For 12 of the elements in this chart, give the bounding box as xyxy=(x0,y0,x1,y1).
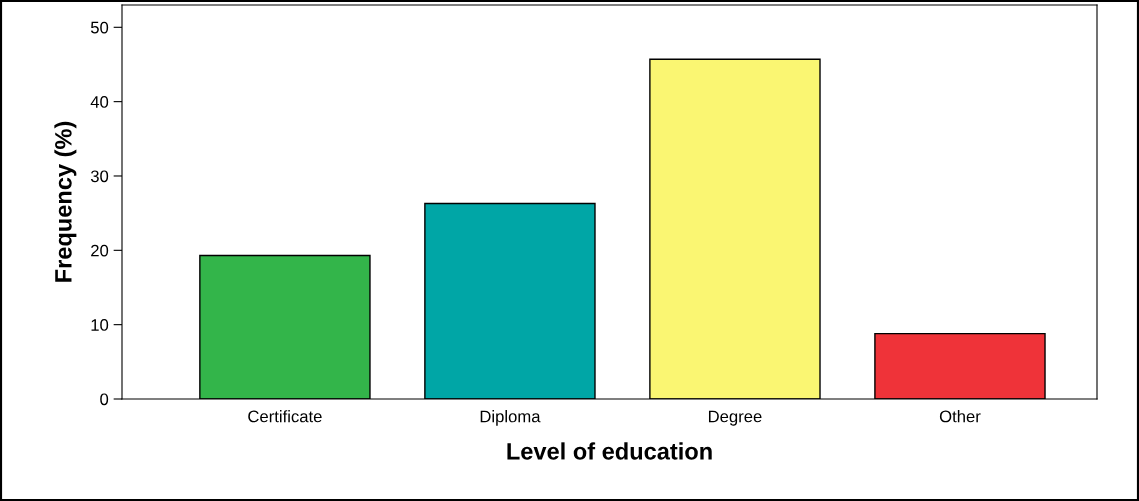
y-tick-label: 50 xyxy=(90,21,109,34)
x-tick-label: Diploma xyxy=(480,410,541,426)
x-axis-title: Level of education xyxy=(507,442,712,460)
x-tick-label: Other xyxy=(939,410,981,423)
y-axis-title: Frequency (%) xyxy=(54,121,77,282)
x-tick-label: Certificate xyxy=(248,410,322,423)
x-tick-label: Degree xyxy=(708,410,762,426)
y-tick-label: 30 xyxy=(90,170,109,183)
y-tick-label: 20 xyxy=(91,244,109,257)
y-tick-label: 10 xyxy=(91,319,109,331)
y-tick-label: 40 xyxy=(90,96,109,108)
y-tick-label: 0 xyxy=(100,393,109,406)
